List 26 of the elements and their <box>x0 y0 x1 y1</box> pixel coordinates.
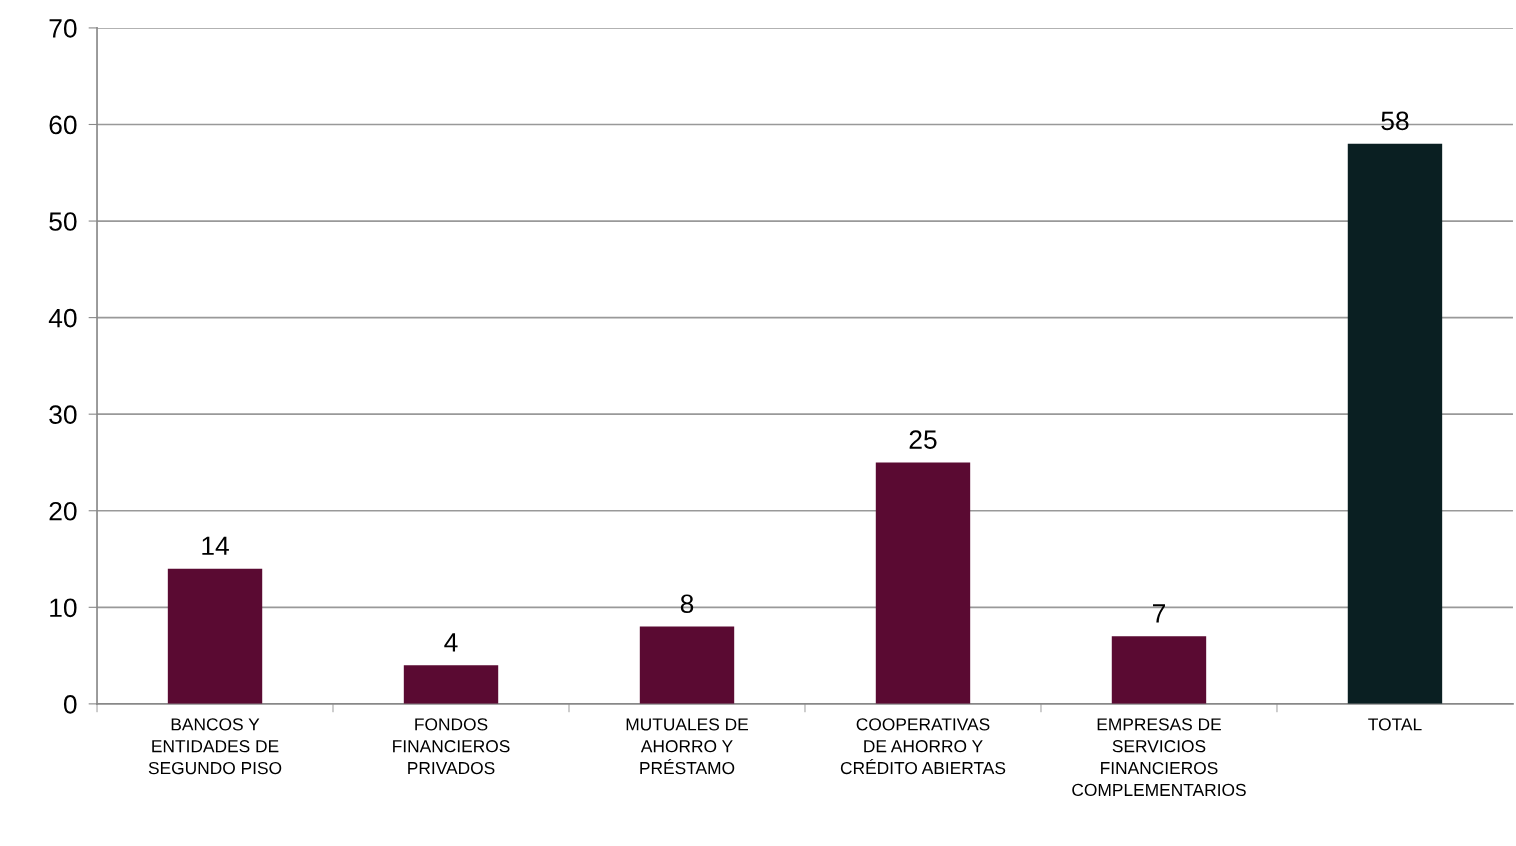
y-tick-label: 40 <box>48 308 77 328</box>
x-tick-label: TOTAL <box>1368 718 1422 731</box>
bar <box>1111 636 1207 704</box>
y-tick-label: 0 <box>63 695 77 714</box>
y-tick-label: 30 <box>49 405 77 424</box>
y-tick-label: 10 <box>50 598 77 618</box>
x-tick-label: MUTUALES DE AHORRO Y PRÉSTAMO <box>626 718 748 775</box>
bar <box>167 568 263 704</box>
data-label: 4 <box>444 633 458 652</box>
data-label: 25 <box>909 430 937 449</box>
bar <box>875 462 971 704</box>
x-tick-label: FONDOS FINANCIEROS PRIVADOS <box>393 718 510 775</box>
x-tick-label: COOPERATIVAS DE AHORRO Y CRÉDITO ABIERTAS <box>840 718 1006 775</box>
bar <box>403 665 499 704</box>
data-label: 8 <box>680 594 694 614</box>
data-label: 7 <box>1153 604 1165 623</box>
y-tick-label: 60 <box>49 115 77 135</box>
data-label: 14 <box>202 536 229 555</box>
x-tick-label: EMPRESAS DE SERVICIOS FINANCIEROS COMPLEMENTARIOS <box>1072 718 1246 797</box>
y-tick-label: 70 <box>49 19 77 38</box>
x-tick-label: BANCOS Y ENTIDADES DE SEGUNDO PISO <box>148 718 282 775</box>
y-tick-label: 20 <box>49 501 77 521</box>
bar <box>639 626 735 704</box>
y-tick-label: 50 <box>49 212 77 231</box>
bar <box>1347 143 1443 704</box>
data-label: 58 <box>1381 111 1409 131</box>
